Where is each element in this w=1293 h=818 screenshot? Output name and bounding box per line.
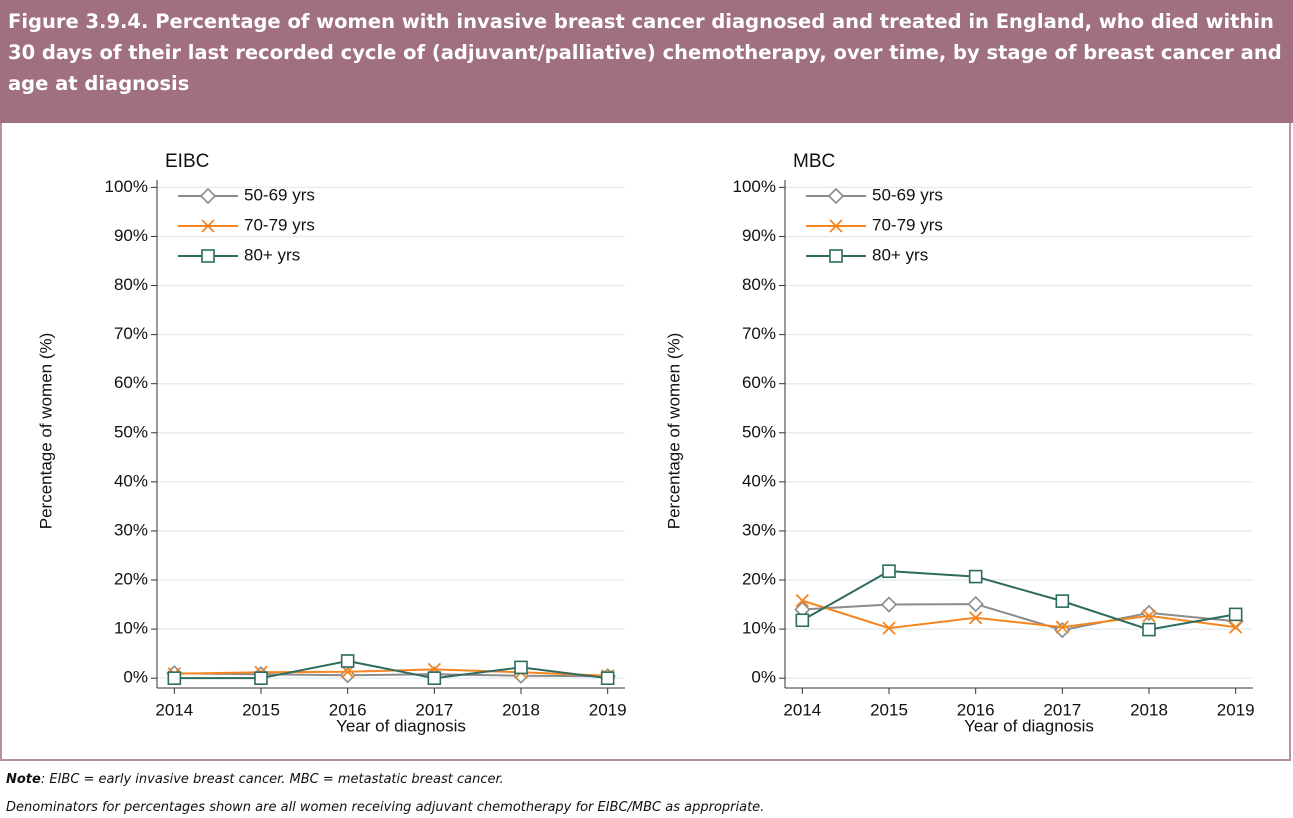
y-tick-label: 90% — [114, 226, 148, 245]
figure-title: Figure 3.9.4. Percentage of women with i… — [0, 0, 1293, 123]
x-axis-label: Year of diagnosis — [336, 716, 466, 735]
y-tick-label: 50% — [114, 422, 148, 441]
y-axis-label: Percentage of women (%) — [36, 333, 55, 530]
legend-marker — [827, 187, 845, 205]
point — [339, 667, 356, 684]
x-tick-label: 2014 — [783, 700, 821, 719]
point — [1142, 622, 1156, 637]
point — [1055, 620, 1069, 634]
point — [514, 660, 528, 675]
point — [969, 611, 983, 625]
point — [1228, 607, 1243, 622]
y-tick-label: 70% — [114, 324, 148, 343]
point — [167, 671, 182, 685]
y-tick-label: 30% — [114, 520, 148, 539]
series-line — [802, 603, 1236, 632]
y-tick-label: 50% — [742, 422, 776, 441]
legend-label: 80+ yrs — [244, 245, 300, 264]
point — [1229, 620, 1243, 634]
point — [1055, 594, 1070, 608]
point — [882, 564, 896, 578]
chart-title: MBC — [793, 151, 835, 172]
legend-marker — [201, 219, 215, 233]
note-line: Denominators for percentages shown are a… — [6, 800, 765, 815]
x-tick-label: 2017 — [1043, 700, 1081, 719]
legend-marker — [199, 187, 217, 205]
y-tick-label: 60% — [114, 373, 148, 392]
x-tick-label: 2016 — [329, 700, 367, 719]
x-tick-label: 2015 — [870, 700, 908, 719]
y-tick-label: 20% — [114, 570, 148, 589]
figure-frame — [0, 123, 1291, 761]
y-tick-label: 60% — [742, 373, 776, 392]
x-tick-label: 2015 — [242, 700, 280, 719]
x-tick-label: 2017 — [415, 700, 453, 719]
y-tick-label: 10% — [742, 619, 776, 638]
point — [967, 595, 984, 613]
y-tick-label: 20% — [742, 570, 776, 589]
note-line: Note: EIBC = early invasive breast cance… — [6, 772, 504, 787]
y-tick-label: 30% — [742, 520, 776, 539]
legend-label: 50-69 yrs — [244, 185, 315, 204]
legend-marker — [829, 249, 843, 263]
chart-title: EIBC — [165, 151, 209, 172]
x-axis-label: Year of diagnosis — [964, 716, 1094, 735]
point — [1140, 604, 1158, 622]
y-axis-label: Percentage of women (%) — [664, 333, 683, 530]
legend-label: 50-69 yrs — [872, 185, 943, 204]
point — [795, 593, 809, 608]
x-tick-label: 2018 — [1130, 700, 1168, 719]
note-label: Note — [6, 772, 41, 787]
y-tick-label: 40% — [114, 471, 148, 490]
point — [254, 671, 268, 685]
point — [968, 569, 983, 584]
point — [427, 671, 442, 685]
legend-marker — [201, 249, 215, 263]
y-tick-label: 70% — [742, 324, 776, 343]
point — [1142, 609, 1156, 623]
series-line — [174, 659, 608, 680]
point — [600, 671, 615, 685]
x-tick-label: 2014 — [155, 700, 193, 719]
legend-label: 80+ yrs — [872, 245, 928, 264]
x-tick-label: 2019 — [589, 700, 627, 719]
legend-label: 70-79 yrs — [872, 215, 943, 234]
series-line — [801, 570, 1236, 631]
note-text: : EIBC = early invasive breast cancer. M… — [40, 772, 504, 787]
y-tick-label: 40% — [742, 471, 776, 490]
series-line — [802, 599, 1236, 630]
legend-label: 70-79 yrs — [244, 215, 315, 234]
y-tick-label: 0% — [123, 668, 148, 687]
point — [880, 596, 898, 613]
x-tick-label: 2018 — [502, 700, 540, 719]
y-tick-label: 100% — [733, 177, 776, 196]
y-tick-label: 100% — [105, 177, 148, 196]
series-line — [174, 672, 608, 678]
y-tick-label: 80% — [114, 275, 148, 294]
point — [340, 654, 355, 668]
point — [795, 613, 810, 628]
point — [882, 621, 896, 635]
y-tick-label: 90% — [742, 226, 776, 245]
y-tick-label: 0% — [751, 668, 776, 687]
y-tick-label: 10% — [114, 619, 148, 638]
y-tick-label: 80% — [742, 275, 776, 294]
x-tick-label: 2016 — [957, 700, 995, 719]
point — [1054, 621, 1071, 639]
charts: EIBC 0% 10% 20% 30% 40% 50% 60% 70% 80% 90% 100% 201… — [36, 151, 1255, 735]
x-tick-label: 2019 — [1217, 700, 1255, 719]
legend-marker — [829, 219, 843, 233]
